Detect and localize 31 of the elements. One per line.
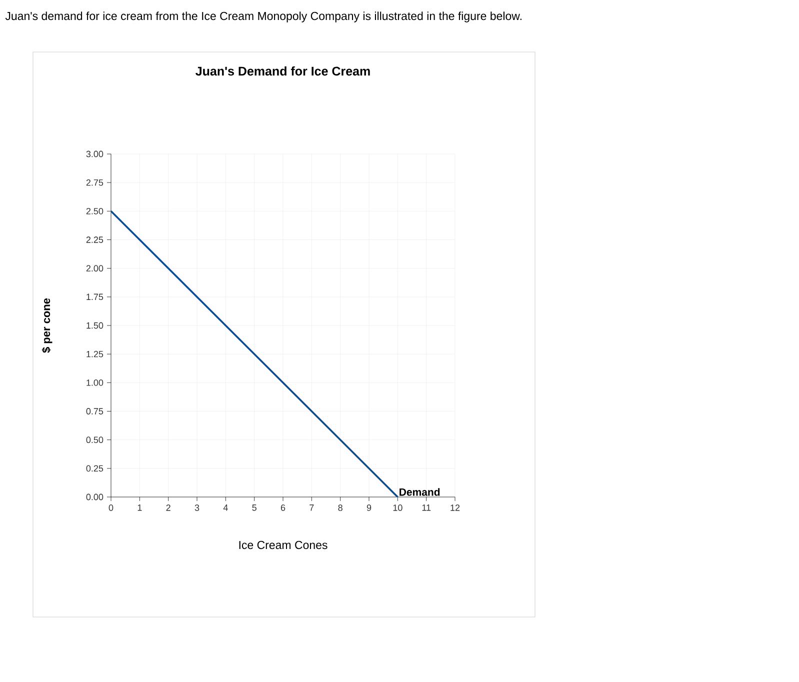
y-tick-label: 1.75 <box>86 294 104 300</box>
y-tick-label: 2.75 <box>86 179 104 186</box>
x-tick-label: 9 <box>366 504 372 511</box>
y-tick-label: 0.00 <box>86 494 104 500</box>
y-tick-label: 2.50 <box>86 208 104 214</box>
x-tick-label: 10 <box>393 504 402 511</box>
y-tick-label: 0.50 <box>86 436 104 444</box>
x-tick-label: 5 <box>252 504 256 511</box>
x-tick-label: 12 <box>450 504 460 511</box>
x-tick-label: 3 <box>194 504 200 511</box>
x-tick-label: 4 <box>223 504 228 511</box>
text: Juan's demand for ice cream from the Ice Cream Monopoly Company is illustrated in the figure below. <box>5 12 522 22</box>
y-tick-label: 2.00 <box>86 265 104 272</box>
y-tick-label: 2.25 <box>86 236 104 243</box>
x-tick-label: 6 <box>280 504 286 511</box>
x-tick-label: 0 <box>108 504 114 511</box>
x-tick-label: 8 <box>338 504 342 511</box>
x-tick-label: 11 <box>422 504 431 511</box>
y-tick-label: 1.50 <box>86 322 104 329</box>
chart-title: Juan's Demand for Ice Cream <box>196 66 370 76</box>
y-tick-label: 1.00 <box>86 379 104 386</box>
y-tick-label: 3.00 <box>86 150 104 158</box>
x-tick-label: 1 <box>138 504 142 511</box>
x-tick-label: 2 <box>166 504 170 511</box>
x-tick-label: 7 <box>310 504 314 511</box>
y-tick-label: 0.75 <box>86 408 104 414</box>
y-axis-title: $ per cone <box>42 298 52 353</box>
y-tick-label: 1.25 <box>86 350 104 358</box>
y-tick-label: 0.25 <box>86 465 104 472</box>
x-axis-title: Ice Cream Cones <box>239 540 328 550</box>
series-label: Demand <box>400 488 440 496</box>
